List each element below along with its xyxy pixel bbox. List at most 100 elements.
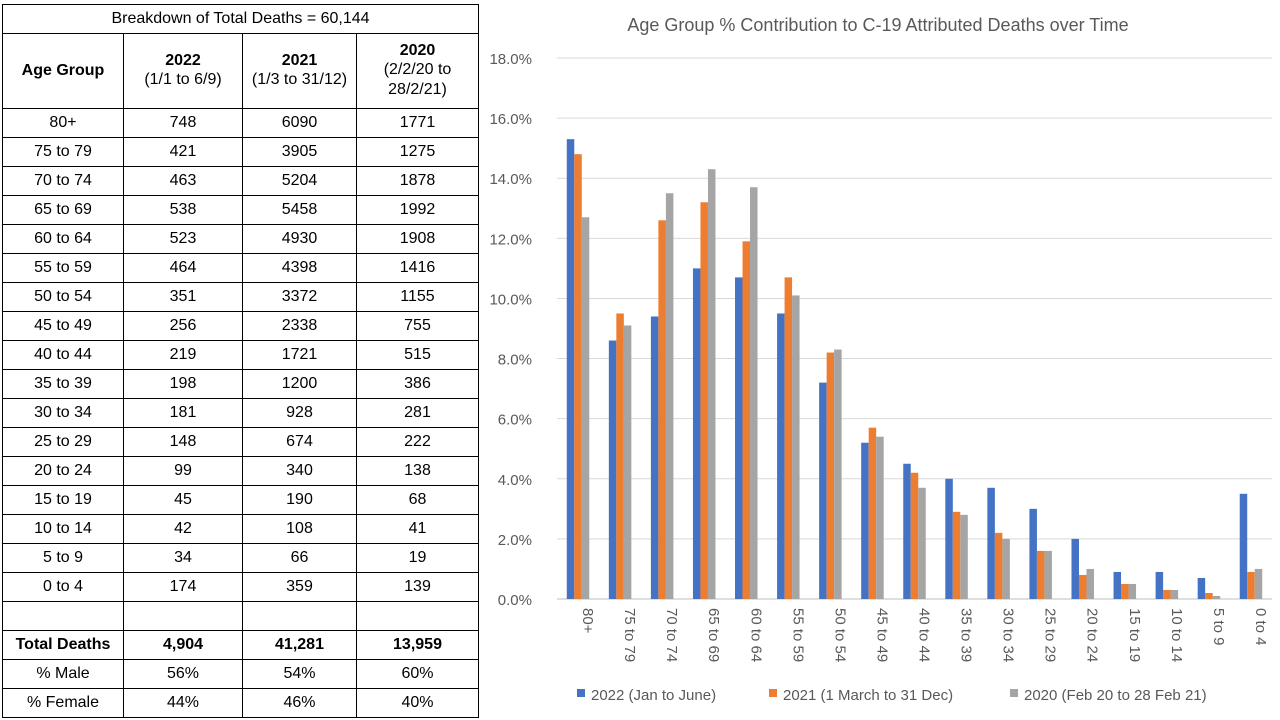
cell-value: 1992	[356, 195, 479, 225]
row-label: 15 to 19	[2, 485, 124, 515]
y-tick-label: 2.0%	[498, 532, 532, 549]
bar	[1078, 574, 1087, 599]
x-tick-label: 10 to 14	[1168, 608, 1185, 662]
row-label: 50 to 54	[2, 282, 124, 312]
row-label: 80+	[2, 108, 124, 138]
bar	[994, 532, 1003, 599]
cell-value: 1721	[242, 340, 357, 370]
bar	[608, 340, 617, 599]
column-header-2021: 2021 (1/3 to 31/12)	[242, 33, 357, 109]
cell-value: 928	[242, 398, 357, 428]
table-row: 5 to 9 34 66 19	[2, 543, 479, 573]
table-row: 70 to 74 463 5204 1878	[2, 166, 479, 196]
x-tick-label: 70 to 74	[663, 608, 680, 662]
row-label: 75 to 79	[2, 137, 124, 167]
column-range: 28/2/21)	[388, 81, 447, 98]
table-row: 60 to 64 523 4930 1908	[2, 224, 479, 254]
legend-label: 2020 (Feb 20 to 28 Feb 21)	[1024, 687, 1207, 704]
row-label: 10 to 14	[2, 514, 124, 544]
bar	[784, 277, 793, 599]
cell-value: 198	[123, 369, 243, 399]
bar	[861, 442, 869, 599]
bar	[868, 427, 877, 599]
bar	[742, 241, 751, 600]
x-tick-label: 65 to 69	[705, 608, 722, 662]
row-label: 70 to 74	[2, 166, 124, 196]
legend-label: 2022 (Jan to June)	[591, 687, 716, 704]
cell-value: 538	[123, 195, 243, 225]
cell-value: 340	[242, 456, 357, 486]
column-range: (1/3 to 31/12)	[251, 71, 348, 88]
x-tick-label: 75 to 79	[621, 608, 638, 662]
age-group-header: Age Group	[2, 33, 124, 109]
bar	[650, 316, 659, 599]
row-label: 55 to 59	[2, 253, 124, 283]
bar	[623, 325, 632, 599]
male-row: % Male 56% 54% 60%	[2, 659, 479, 689]
cell-value: 1771	[356, 108, 479, 138]
bar	[1155, 571, 1164, 599]
cell-value: 56%	[123, 659, 243, 689]
table-row: 50 to 54 351 3372 1155	[2, 282, 479, 312]
row-label: 0 to 4	[2, 572, 124, 602]
bar	[574, 154, 582, 599]
row-label: Total Deaths	[2, 630, 124, 660]
table-row: 20 to 24 99 340 138	[2, 456, 479, 486]
y-axis-ticks: 0.0% 2.0% 4.0% 6.0% 8.0% 10.0% 12.0% 14.0% 16.0%…	[489, 51, 532, 609]
x-tick-label: 50 to 54	[831, 608, 848, 662]
cell-value: 523	[123, 224, 243, 254]
empty-cell	[123, 601, 243, 631]
cell-value: 464	[123, 253, 243, 283]
cell-value: 386	[356, 369, 479, 399]
bar	[1239, 493, 1248, 599]
cell-value: 4930	[242, 224, 357, 254]
cell-value: 41	[356, 514, 479, 544]
bar	[1121, 583, 1129, 599]
cell-value: 359	[242, 572, 357, 602]
cell-value: 4,904	[123, 630, 243, 660]
bar	[876, 436, 884, 599]
table-row: 75 to 79 421 3905 1275	[2, 137, 479, 167]
cell-value: 1200	[242, 369, 357, 399]
row-label: 30 to 34	[2, 398, 124, 428]
cell-value: 46%	[242, 688, 357, 718]
gridlines	[557, 57, 1272, 600]
table-row: 45 to 49 256 2338 755	[2, 311, 479, 341]
cell-value: 421	[123, 137, 243, 167]
cell-value: 5458	[242, 195, 357, 225]
bar	[1044, 550, 1052, 599]
bar	[1197, 577, 1206, 599]
bar	[1212, 595, 1221, 599]
cell-value: 2338	[242, 311, 357, 341]
deaths-breakdown-table: Breakdown of Total Deaths = 60,144 Age G…	[2, 4, 479, 718]
cell-value: 45	[123, 485, 243, 515]
bar	[1002, 538, 1010, 599]
legend-swatch	[577, 689, 585, 697]
female-row: % Female 44% 46% 40%	[2, 688, 479, 718]
bar	[1128, 583, 1137, 599]
bar	[918, 487, 926, 599]
bar	[987, 487, 995, 599]
bar	[952, 511, 961, 599]
bar	[665, 193, 674, 599]
bar	[1163, 589, 1171, 599]
cell-value: 748	[123, 108, 243, 138]
cell-value: 34	[123, 543, 243, 573]
cell-value: 44%	[123, 688, 243, 718]
cell-value: 1416	[356, 253, 479, 283]
y-tick-label: 12.0%	[489, 231, 532, 248]
bar	[826, 352, 835, 599]
cell-value: 42	[123, 514, 243, 544]
bar	[658, 220, 666, 600]
cell-value: 351	[123, 282, 243, 312]
column-range: (1/1 to 6/9)	[144, 71, 222, 88]
cell-value: 174	[123, 572, 243, 602]
x-tick-label: 45 to 49	[873, 608, 890, 662]
bar	[1029, 508, 1037, 599]
bars	[566, 139, 1263, 600]
bar	[910, 472, 919, 599]
row-label: % Male	[2, 659, 124, 689]
x-tick-label: 35 to 39	[958, 608, 975, 662]
table-row: 80+ 748 6090 1771	[2, 108, 479, 138]
x-tick-label: 80+	[579, 608, 596, 634]
